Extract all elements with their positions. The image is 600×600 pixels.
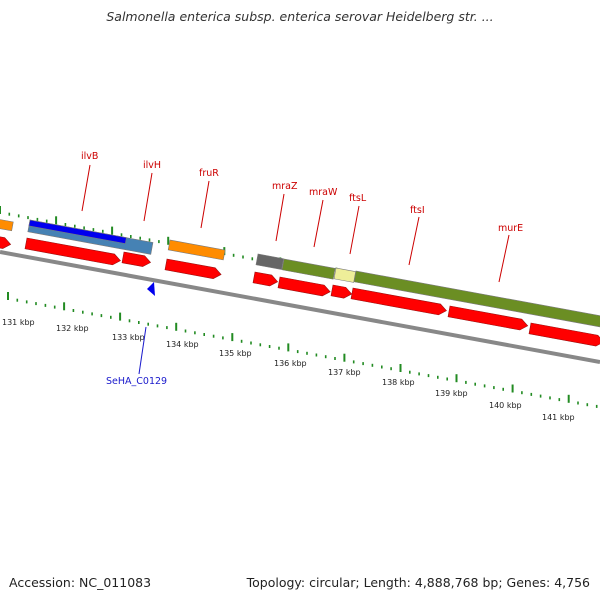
kbp-label: 136 kbp	[274, 359, 307, 368]
kbp-label: 132 kbp	[56, 324, 89, 333]
gene-pointer-line	[408, 216, 420, 266]
gene-label: murE	[498, 223, 523, 234]
cds-arrow	[528, 322, 600, 347]
kbp-label: 139 kbp	[435, 389, 468, 398]
gene-pointer-line	[313, 199, 324, 248]
feature-label: SeHA_C0129	[106, 376, 167, 387]
kbp-label: 141 kbp	[542, 413, 575, 422]
gene-block-fruR	[167, 239, 226, 261]
gene-block-mraZ	[255, 253, 284, 270]
gene-label: ftsI	[410, 205, 425, 216]
cds-arrow	[277, 276, 331, 297]
gene-block-left-edge	[0, 213, 14, 232]
gene-label: ilvH	[143, 160, 161, 171]
cds-arrow	[0, 234, 12, 249]
cds-arrow	[24, 237, 121, 266]
features	[0, 213, 600, 347]
gene-block-ilvB	[28, 219, 127, 244]
gene-pointer-line	[275, 193, 285, 242]
gene-pointer-line	[81, 164, 91, 212]
gene-pointer-line	[498, 234, 510, 283]
gene-block-mraW	[281, 258, 336, 280]
cds-arrow	[330, 284, 353, 299]
kbp-label: 134 kbp	[166, 340, 199, 349]
gene-pointer-line	[143, 172, 153, 222]
kbp-label: 133 kbp	[112, 333, 145, 342]
gene-label: mraZ	[272, 181, 298, 192]
gene-block-ftsL	[333, 267, 357, 283]
cds-arrow	[164, 258, 222, 279]
kbp-label: 131 kbp	[2, 318, 35, 327]
map-title: Salmonella enterica subsp. enterica sero…	[106, 9, 494, 24]
cds-arrow	[252, 271, 279, 287]
kbp-label: 138 kbp	[382, 378, 415, 387]
lower-tick-row	[7, 292, 598, 408]
gene-pointer-line	[200, 180, 210, 229]
kbp-label: 140 kbp	[489, 401, 522, 410]
gene-label: mraW	[309, 187, 338, 198]
gene-pointer-line	[349, 205, 360, 255]
gene-label: ftsL	[349, 193, 367, 204]
cds-arrow	[447, 305, 529, 331]
accession-text: Accession: NC_011083	[9, 575, 152, 590]
gene-block-ftsI-murE	[353, 270, 600, 328]
backbone-line	[0, 250, 600, 364]
gene-label: ilvB	[81, 151, 98, 162]
cds-arrow	[350, 287, 447, 316]
topology-summary: Topology: circular; Length: 4,888,768 bp…	[246, 575, 590, 590]
kbp-label: 137 kbp	[328, 368, 361, 377]
feature-arrow-SeHA_C0129	[147, 282, 155, 296]
kbp-label: 135 kbp	[219, 349, 252, 358]
feature-pointer-line	[138, 326, 147, 375]
labels: 131 kbp 132 kbp 133 kbp 134 kbp 135 kbp 136 k…	[2, 151, 575, 422]
cds-arrow	[121, 251, 152, 267]
gene-label: fruR	[199, 168, 219, 179]
